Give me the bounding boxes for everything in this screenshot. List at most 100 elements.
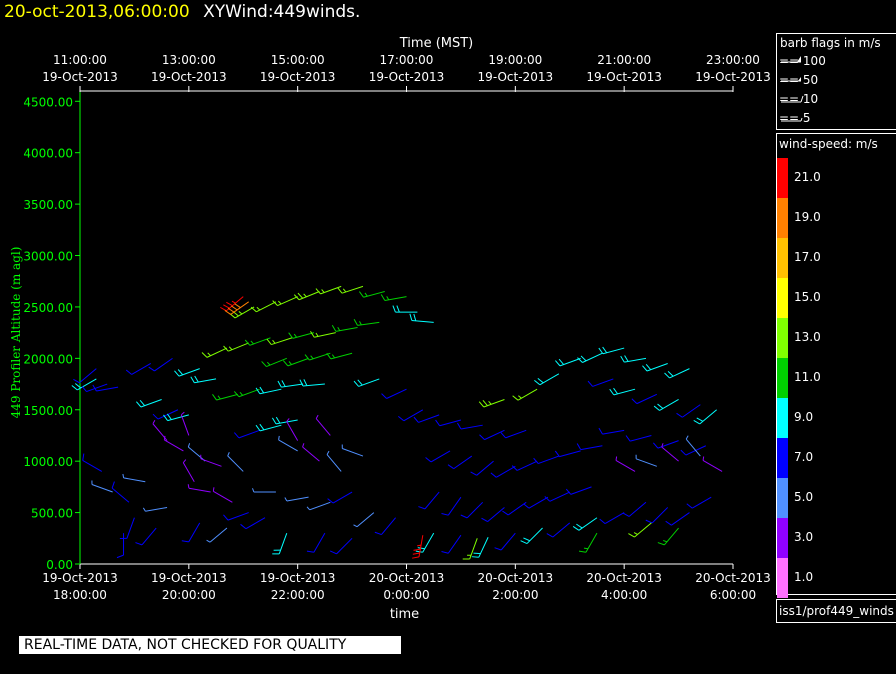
wind-barb-shaft xyxy=(691,496,712,509)
wind-barb-feather xyxy=(359,321,362,326)
wind-barb xyxy=(625,434,652,442)
wind-barb xyxy=(381,388,407,399)
bottom-tick-time: 22:00:00 xyxy=(271,588,325,602)
wind-barb-feather xyxy=(286,418,290,422)
wind-barb xyxy=(645,507,669,524)
wind-barb xyxy=(331,325,358,332)
product-label: XYWind:449winds. xyxy=(203,2,361,22)
wind-barb-feather xyxy=(602,346,608,354)
wind-barb-feather xyxy=(303,293,307,298)
wind-barb-shaft xyxy=(517,388,538,401)
wind-barb-feather xyxy=(599,518,606,524)
bottom-tick-time: 4:00:00 xyxy=(601,588,647,602)
wind-speed-swatch-label: 17.0 xyxy=(794,250,821,264)
wind-barb xyxy=(271,416,298,425)
wind-barb-feather xyxy=(310,355,314,360)
wind-barb xyxy=(500,429,527,439)
wind-barb xyxy=(353,378,380,387)
top-tick-date: 19-Oct-2013 xyxy=(586,70,662,84)
wind-speed-swatch-label: 21.0 xyxy=(794,170,821,184)
wind-barb xyxy=(299,379,325,387)
wind-barb-shaft xyxy=(559,357,581,367)
wind-barb-feather xyxy=(227,307,235,313)
flag-legend-row: == 50 xyxy=(779,73,818,87)
wind-barb-shaft xyxy=(629,434,652,442)
wind-barb-feather xyxy=(418,506,426,510)
wind-speed-swatch xyxy=(777,518,788,558)
wind-barb-shaft xyxy=(549,491,570,502)
wind-barb-shaft xyxy=(381,517,396,535)
wind-barb xyxy=(142,506,168,512)
wind-barb-feather xyxy=(398,415,405,422)
wind-barb-feather xyxy=(696,417,704,422)
wind-barb xyxy=(425,450,451,463)
wind-barb xyxy=(337,285,364,294)
flag-legend: barb flags in m/s == 100 == 50 == 10 == … xyxy=(776,33,896,130)
wind-barb-shaft xyxy=(570,486,592,495)
wind-barb-feather xyxy=(478,401,485,408)
wind-barb xyxy=(544,491,570,502)
wind-barb-shaft xyxy=(699,409,717,425)
wind-barb xyxy=(576,443,603,451)
wind-barb-shaft xyxy=(245,517,266,530)
wind-barb-shaft xyxy=(628,501,647,517)
wind-barb xyxy=(293,291,320,301)
wind-barb-feather xyxy=(293,333,297,338)
wind-barb-feather xyxy=(187,484,190,489)
wind-barb-feather xyxy=(277,380,282,388)
wind-barb xyxy=(212,393,238,401)
wind-barb-feather xyxy=(297,292,304,299)
wind-barb-feather xyxy=(304,354,310,361)
wind-barb-feather xyxy=(206,539,211,543)
wind-barb xyxy=(81,383,108,393)
wind-barb xyxy=(326,352,353,360)
wind-barb-shaft xyxy=(613,388,636,396)
wind-barb xyxy=(284,496,309,502)
x-axis-label: time xyxy=(390,607,419,622)
wind-barb-shaft xyxy=(227,455,244,472)
wind-barb xyxy=(520,527,543,545)
wind-barb-shaft xyxy=(418,535,424,557)
wind-barb-feather xyxy=(546,533,554,538)
wind-barb-feather xyxy=(250,306,257,313)
wind-barb-feather xyxy=(523,503,530,509)
wind-speed-swatch-label: 13.0 xyxy=(794,330,821,344)
wind-barb-shaft xyxy=(476,460,494,476)
wind-barb-shaft xyxy=(209,527,228,543)
wind-barb xyxy=(181,522,201,543)
wind-barb-feather xyxy=(255,387,261,395)
wind-barb-feather xyxy=(537,377,544,384)
wind-barb-shaft xyxy=(228,342,249,352)
wind-barb xyxy=(502,501,527,516)
wind-barb-shaft xyxy=(96,386,119,392)
wind-barb-shaft xyxy=(538,455,560,465)
wind-barb xyxy=(572,517,598,531)
wind-barb-feather xyxy=(122,473,125,479)
wind-barb-feather xyxy=(374,531,382,536)
wind-barb-feather xyxy=(231,300,236,304)
wind-barb-feather xyxy=(580,355,587,362)
wind-barb-shaft xyxy=(131,363,151,375)
y-tick-label: 3500.00 xyxy=(23,198,73,212)
wind-barb xyxy=(693,409,717,425)
wind-barb-feather xyxy=(142,507,146,512)
wind-barb xyxy=(180,411,190,436)
wind-barb-shaft xyxy=(526,527,543,544)
wind-barb xyxy=(599,512,625,525)
wind-barb-feather xyxy=(653,405,660,411)
wind-barb xyxy=(91,480,113,493)
wind-barb xyxy=(490,465,516,478)
wind-barb-feather xyxy=(272,300,278,306)
bottom-tick-date: 19-Oct-2013 xyxy=(151,571,227,585)
wind-barb-shaft xyxy=(516,460,538,471)
top-tick-time: 11:00:00 xyxy=(53,53,107,67)
wind-barb xyxy=(302,443,320,462)
bottom-tick-time: 20:00:00 xyxy=(162,588,216,602)
top-tick-time: 15:00:00 xyxy=(271,53,325,67)
wind-barb-feather xyxy=(152,420,156,424)
wind-barb xyxy=(277,380,304,388)
wind-barb-feather xyxy=(278,300,282,305)
bottom-tick-date: 19-Oct-2013 xyxy=(260,571,336,585)
wind-barb-feather xyxy=(645,519,653,524)
wind-barb-feather xyxy=(577,357,583,363)
